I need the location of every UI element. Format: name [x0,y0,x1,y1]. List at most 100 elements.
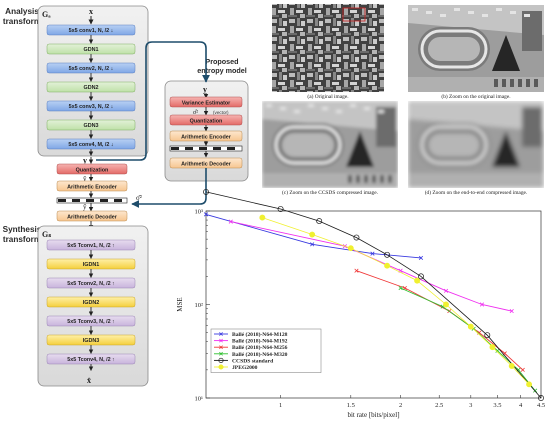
series-0 [203,212,424,260]
gdn-label: GDN3 [84,123,99,129]
data-point [489,344,496,351]
y-axis-label: MSE [176,297,184,311]
x-tick-label: 3.5 [493,402,501,409]
quantization-label: Quantization [76,168,109,174]
synthesis-label: Synthesis transform [3,225,42,244]
igdn-label: IGDN3 [83,338,99,344]
series-line [205,191,542,399]
synthesis-label-line2: transform [3,235,41,244]
x-axis-label: bit rate [bits/pixel] [347,411,399,419]
data-point [443,301,449,308]
entropy-encoder-label: Arithmetic Encoder [181,135,232,141]
legend-item: Ballé (2018)-N64-M128 [214,331,288,338]
igdn-label: IGDN1 [83,262,99,268]
caption-b: (b) Zoom on the original image. [441,93,510,100]
bitstream [56,197,128,204]
image-a [272,4,384,92]
data-point [277,206,284,212]
legend-label: Ballé (2018)-N64-M256 [232,344,288,351]
y-label: y [83,156,87,165]
data-point [353,234,360,241]
arithmetic-decoder-label: Arithmetic Decoder [67,215,118,221]
data-point [228,219,233,224]
gs-label: Gₛ [42,230,51,239]
conv-label: 5x5 conv2, N, /2 ↓ [69,66,114,72]
data-point [347,245,354,252]
data-point [467,323,474,330]
y-tick-label: 10² [195,302,204,309]
series-line [262,217,530,385]
legend-item: CCSDS standard [214,357,274,364]
entropy-quantization-label: Quantization [190,119,223,125]
entropy-title-line1: Proposed [205,57,238,66]
legend-label: JPEG2000 [232,365,258,371]
tconv-label: 5x5 Tconv4, N, /2 ↑ [67,357,115,363]
tconv-label: 5x5 Tconv3, N, /2 ↑ [67,319,115,325]
data-point [309,231,316,238]
data-point [203,212,209,217]
legend-item: JPEG2000 [214,364,258,371]
data-point [443,288,449,293]
caption-a: (a) Original image. [307,93,348,100]
data-point [526,381,533,388]
x-tick-label: 4 [519,402,523,409]
arithmetic-encoder-block [56,180,128,192]
conv-label: 5x5 conv3, N, /2 ↓ [69,104,114,110]
data-point [509,309,514,314]
synthesis-blocks: 5x5 Tconv1, N, /2 ↑ IGDN1 5x5 Tconv2, N, /… [46,239,136,371]
x-tick-label: 2.5 [435,402,443,409]
y-tick-label: 10¹ [195,396,204,403]
series-line [400,287,536,391]
y-tick-label: 10³ [195,209,204,216]
series-5 [259,214,533,388]
arithmetic-encoder-label: Arithmetic Encoder [67,185,118,191]
series-line [230,221,512,312]
quantization-block [56,163,128,175]
analysis-blocks: 5x5 conv1, N, /2 ↓ GDN1 5x5 conv2, N, /2 ↓… [46,24,136,156]
legend-item: Ballé (2018)-N64-M192 [214,338,288,345]
x-input-label: x [89,7,93,16]
caption-c: (c) Zoom on the CCSDS compressed image. [282,189,378,196]
arithmetic-decoder-block [56,210,128,222]
data-point [370,251,375,256]
xhat-label: x̂ [87,376,91,385]
x-tick-label: 2 [399,402,402,409]
analysis-label-line2: transform [3,17,41,26]
synthesis-label-line1: Synthesis [3,225,42,234]
series-line [205,213,422,259]
legend-label: Ballé (2018)-N64-M128 [232,331,288,338]
connection-arrows [96,41,210,208]
data-point [418,273,424,280]
entropy-sigma-label: σ̂² [193,110,198,116]
vector-note: (vector) [213,110,229,115]
data-point [398,285,403,291]
rate-distortion-chart: 1 1.5 2 2.5 3 3.5 4 4.5 10¹ 10² 10³ bit rate [bits/… [176,188,545,419]
legend-label: Ballé (2018)-N64-M192 [232,338,288,345]
conv-label: 5x5 conv4, M, /2 ↓ [68,142,113,148]
data-point [479,302,485,307]
entropy-title: Proposed entropy model [197,57,247,75]
entropy-title-line2: entropy model [197,66,247,75]
image-b [408,5,544,92]
entropy-y-label: y [203,85,207,94]
series-1 [228,219,514,314]
data-point [418,255,424,260]
data-point [259,214,266,221]
x-tick-label: 1.5 [347,402,355,409]
x-tick-label: 3 [469,402,472,409]
data-point [520,367,525,372]
conv-label: 5x5 conv1, N, /2 ↓ [69,28,114,34]
data-point [310,242,315,247]
legend-box [210,328,322,373]
data-point [516,367,521,372]
legend-item: Ballé (2018)-N64-M256 [214,344,288,351]
data-point [508,363,515,369]
tconv-label: 5x5 Tconv2, N, /2 ↑ [67,281,115,287]
data-point [495,348,500,353]
data-point [316,218,323,225]
legend-label: Ballé (2018)-N64-M320 [232,351,288,358]
analysis-label: Analysis transform [3,7,41,26]
tconv-label: 5x5 Tconv1, N, /2 ↑ [67,243,115,249]
